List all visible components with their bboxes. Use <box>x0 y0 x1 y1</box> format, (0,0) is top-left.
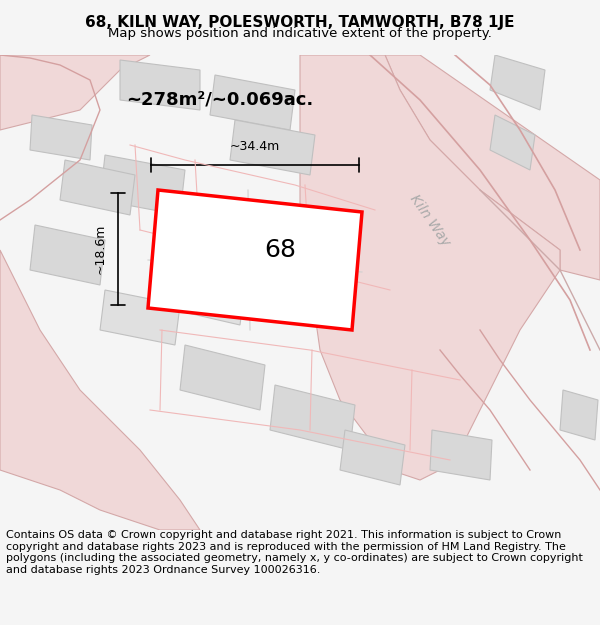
Polygon shape <box>210 75 295 130</box>
Polygon shape <box>30 225 105 285</box>
Polygon shape <box>0 55 150 130</box>
Polygon shape <box>0 250 200 530</box>
Polygon shape <box>270 385 355 450</box>
Polygon shape <box>370 55 600 280</box>
Text: ~34.4m: ~34.4m <box>230 141 280 154</box>
Text: ~278m²/~0.069ac.: ~278m²/~0.069ac. <box>127 91 314 109</box>
Polygon shape <box>100 290 180 345</box>
Polygon shape <box>30 115 92 160</box>
Polygon shape <box>490 115 535 170</box>
Polygon shape <box>60 160 135 215</box>
Polygon shape <box>430 430 492 480</box>
Polygon shape <box>230 120 315 175</box>
Polygon shape <box>560 390 598 440</box>
Polygon shape <box>148 190 362 330</box>
Polygon shape <box>300 55 560 480</box>
Text: Kiln Way: Kiln Way <box>407 191 453 249</box>
Polygon shape <box>490 55 545 110</box>
Text: Map shows position and indicative extent of the property.: Map shows position and indicative extent… <box>108 27 492 39</box>
Polygon shape <box>175 270 245 325</box>
Polygon shape <box>340 430 405 485</box>
Text: 68, KILN WAY, POLESWORTH, TAMWORTH, B78 1JE: 68, KILN WAY, POLESWORTH, TAMWORTH, B78 … <box>85 16 515 31</box>
Polygon shape <box>180 345 265 410</box>
Text: Contains OS data © Crown copyright and database right 2021. This information is : Contains OS data © Crown copyright and d… <box>6 530 583 575</box>
Text: 68: 68 <box>264 238 296 262</box>
Polygon shape <box>120 60 200 110</box>
Text: ~18.6m: ~18.6m <box>94 224 107 274</box>
Polygon shape <box>100 155 185 215</box>
